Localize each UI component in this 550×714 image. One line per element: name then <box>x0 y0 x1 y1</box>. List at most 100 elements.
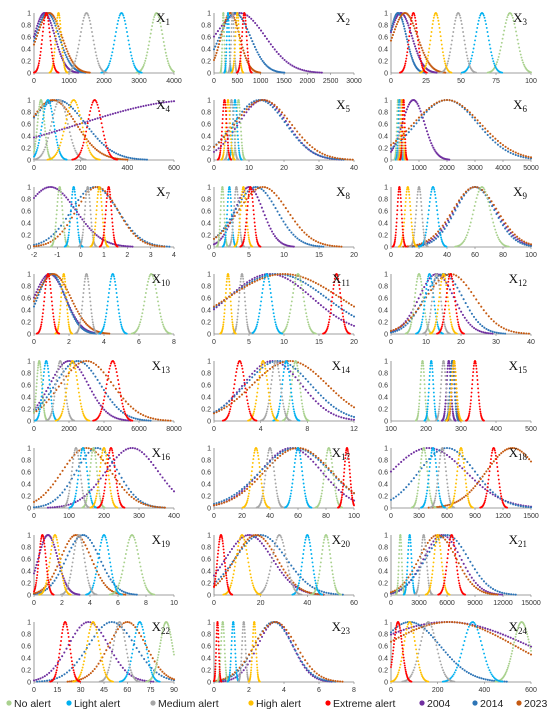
data-point <box>307 235 311 238</box>
data-point <box>44 146 47 149</box>
data-point <box>229 126 232 129</box>
data-point <box>89 300 92 303</box>
data-point <box>347 302 350 305</box>
data-point <box>457 199 461 202</box>
alert-series-4 <box>391 186 408 248</box>
data-point <box>515 30 517 33</box>
data-point <box>273 191 276 195</box>
data-point <box>311 146 314 149</box>
data-point <box>224 62 227 65</box>
data-point <box>97 188 100 191</box>
data-point <box>38 283 42 286</box>
data-point <box>61 230 64 233</box>
data-point <box>133 64 136 67</box>
data-point <box>217 238 220 241</box>
data-point <box>98 64 101 67</box>
data-point <box>484 19 487 22</box>
data-point <box>506 16 509 19</box>
data-point <box>215 143 218 146</box>
data-point <box>236 130 239 133</box>
data-point <box>37 141 40 144</box>
data-point <box>90 308 93 311</box>
data-point <box>70 59 73 62</box>
data-point <box>299 277 302 280</box>
data-point <box>125 332 128 335</box>
data-point <box>103 323 106 326</box>
data-point <box>80 315 82 318</box>
data-point <box>240 43 243 46</box>
data-point <box>96 117 99 120</box>
data-point <box>119 110 122 113</box>
data-point <box>238 103 241 106</box>
y-tick-label: 0 <box>27 158 31 165</box>
data-point <box>38 59 41 62</box>
data-point <box>97 150 100 153</box>
data-point <box>37 285 40 288</box>
data-point <box>234 26 237 29</box>
data-point <box>415 122 418 125</box>
data-point <box>239 60 242 63</box>
data-point <box>347 322 350 325</box>
data-point <box>223 35 226 38</box>
data-point <box>499 145 502 148</box>
data-point <box>74 57 77 60</box>
data-point <box>143 158 146 161</box>
data-point <box>86 225 89 228</box>
data-point <box>240 197 243 200</box>
data-point <box>41 16 44 19</box>
data-point <box>289 273 292 276</box>
data-point <box>74 60 77 63</box>
data-point <box>230 31 233 33</box>
data-point <box>76 221 79 224</box>
data-point <box>517 154 520 157</box>
data-point <box>88 227 91 230</box>
data-point <box>283 71 286 74</box>
data-point <box>460 23 463 26</box>
data-point <box>56 200 59 203</box>
data-point <box>392 31 396 34</box>
data-point <box>340 318 343 321</box>
data-point <box>262 189 265 192</box>
data-point <box>218 225 221 228</box>
data-point <box>40 244 43 247</box>
data-point <box>116 245 119 248</box>
data-point <box>164 51 167 54</box>
data-point <box>224 18 227 21</box>
data-point <box>286 273 289 276</box>
data-point <box>281 57 284 60</box>
panel-title: X5 <box>336 97 350 114</box>
data-point <box>296 284 300 288</box>
data-point <box>270 230 274 233</box>
data-point <box>220 138 223 141</box>
data-point <box>102 234 105 237</box>
data-point <box>52 186 55 189</box>
data-point <box>250 71 253 74</box>
data-point <box>57 25 60 28</box>
data-point <box>397 18 400 21</box>
data-point <box>256 196 259 199</box>
data-point <box>248 16 251 19</box>
data-point <box>405 19 408 22</box>
data-point <box>120 244 123 247</box>
data-point <box>490 213 493 216</box>
data-point <box>247 231 250 234</box>
data-point <box>305 233 308 236</box>
data-point <box>106 66 109 69</box>
data-point <box>281 272 284 276</box>
data-point <box>62 57 65 60</box>
data-point <box>246 28 249 31</box>
data-point <box>68 305 71 308</box>
data-point <box>467 66 470 69</box>
data-point <box>36 149 38 151</box>
data-point <box>242 186 245 189</box>
data-point <box>525 241 528 244</box>
data-point <box>104 213 107 216</box>
data-point <box>473 43 476 46</box>
data-point <box>408 48 411 51</box>
data-point <box>443 60 446 63</box>
data-point <box>57 48 60 51</box>
data-point <box>218 302 221 305</box>
data-point <box>518 237 521 240</box>
x-tick-label: 40 <box>350 165 358 172</box>
data-point <box>514 151 517 154</box>
